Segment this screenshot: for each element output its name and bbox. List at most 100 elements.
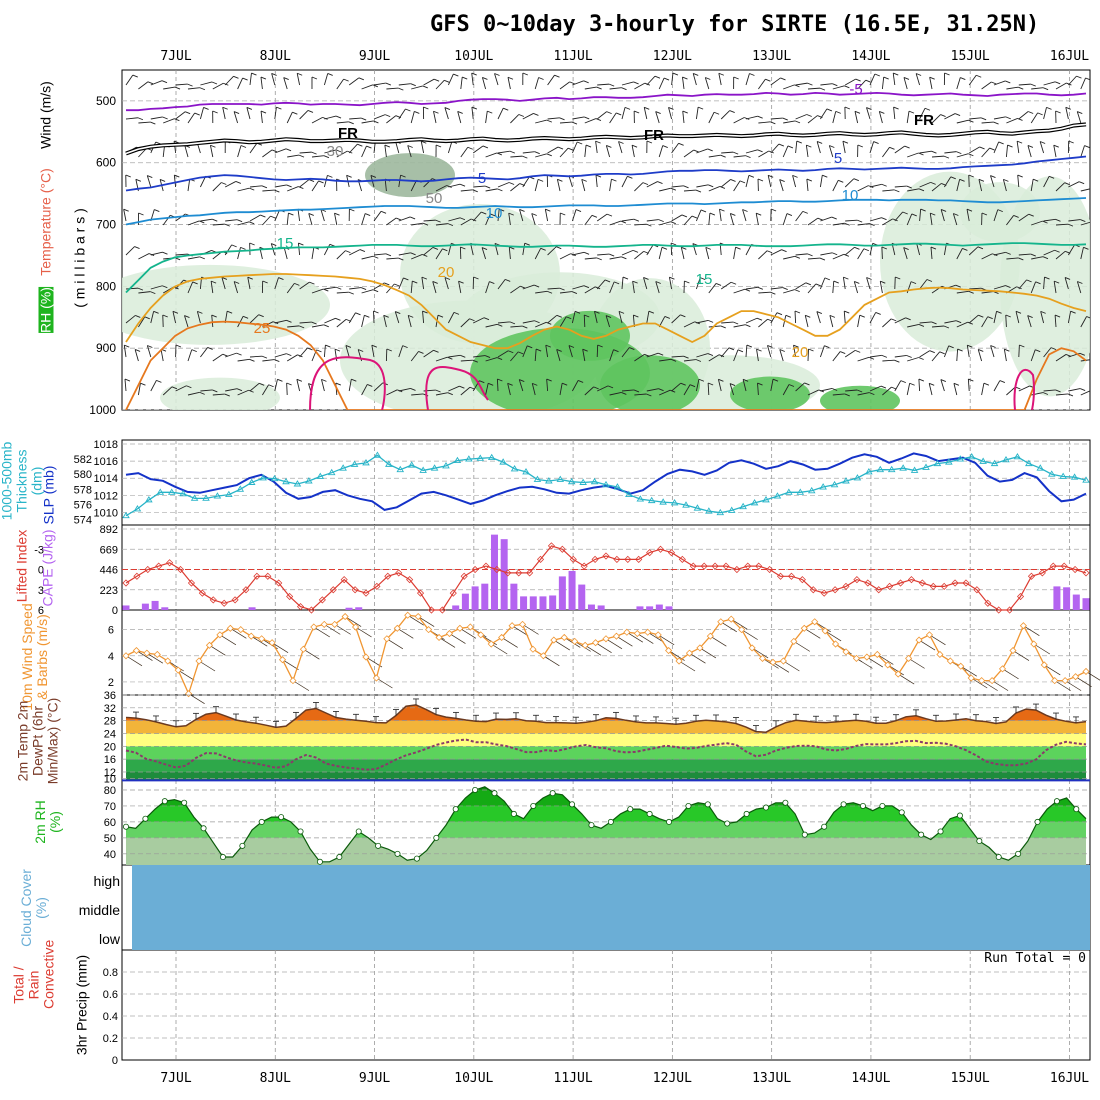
wind-barb	[212, 393, 225, 396]
wind-speed-point	[748, 644, 756, 652]
wind-barb-flag	[819, 257, 826, 261]
wind-barb-flag	[768, 174, 774, 178]
wind-barb-flag	[370, 174, 377, 178]
wind-barb-flag	[960, 77, 966, 80]
dewpoint-line	[125, 738, 1087, 771]
wind-barb-flag	[742, 378, 749, 382]
wind-barb	[211, 315, 214, 328]
wind-barb-flag	[730, 213, 736, 216]
wind-barb-flag	[670, 221, 676, 225]
wind-barb	[993, 116, 1006, 120]
wind-barb	[510, 285, 521, 294]
wind-barb-flag	[235, 181, 242, 184]
rh-point	[646, 810, 653, 817]
lifted-index-tick-label: 6	[38, 605, 44, 617]
wind-barb	[398, 252, 411, 256]
wind-barb	[671, 185, 684, 188]
wind-barb-flag	[522, 72, 528, 76]
wind-barb-flag	[402, 345, 408, 349]
wind-barb-flag	[335, 317, 341, 321]
wind-barb-flag	[577, 380, 584, 383]
wind-barb-flag	[940, 379, 947, 382]
thickness-tick-label: 578	[74, 484, 92, 496]
wind-barb-flag	[226, 310, 233, 314]
wind-barb-flag	[844, 310, 850, 314]
wind-barb	[720, 110, 731, 120]
lifted-index-point	[744, 562, 752, 570]
wind-barb-flag	[807, 82, 813, 86]
wind-barb	[299, 110, 309, 120]
wind-speed-point	[383, 635, 391, 643]
wind-barb-flag	[224, 223, 230, 227]
wind-barb-flag	[680, 314, 686, 318]
wind-speed-point	[362, 653, 370, 661]
thickness-point	[693, 504, 702, 511]
wind-barb	[881, 246, 883, 260]
wind-barb-flag	[844, 393, 850, 397]
wind-barb-flag	[365, 213, 371, 216]
lifted-index-point	[820, 589, 828, 597]
chart-title: GFS 0~10day 3-hourly for SIRTE (16.5E, 3…	[430, 12, 1040, 37]
wind-barb	[237, 358, 250, 362]
wind-barb-flag	[1017, 174, 1023, 178]
wind-barb-flag	[534, 151, 540, 155]
isotherm--5	[126, 91, 1087, 112]
wind-barb-flag	[700, 277, 706, 281]
thickness-tick-label: 580	[74, 469, 92, 481]
wind-barb	[990, 345, 995, 358]
wind-barb-flag	[373, 255, 379, 259]
rh-point	[685, 802, 692, 809]
wind-barb-flag	[1085, 77, 1090, 81]
wind-barb-flag	[358, 77, 364, 81]
wind-barb	[448, 217, 461, 222]
slp-tick-label: 1016	[94, 456, 118, 468]
wind-barb	[770, 379, 774, 392]
rh-shading-high	[820, 385, 900, 410]
thickness-point	[316, 472, 325, 479]
wind-barb-flag	[926, 279, 933, 282]
wind-barb-flag	[1040, 310, 1046, 314]
wind-barb-flag	[447, 356, 453, 360]
wind-barb-flag	[720, 154, 726, 158]
wind-barb-flag	[826, 108, 833, 112]
wind-barb-flag	[574, 310, 581, 314]
wind-barb	[597, 83, 610, 86]
wind-barb	[497, 108, 504, 120]
wind-barb-flag	[855, 78, 861, 82]
wind-barb-flag	[729, 110, 735, 113]
wind-speed-point	[258, 635, 266, 643]
wind-barb	[531, 383, 536, 396]
surface-wind-barb	[793, 641, 811, 652]
wind-barb	[594, 311, 598, 324]
wind-barb	[444, 107, 449, 120]
wind-barb	[720, 347, 730, 358]
rh-point	[956, 812, 963, 819]
thickness-point	[1002, 455, 1010, 463]
wind-barb-flag	[191, 349, 197, 353]
wind-barb-flag	[444, 277, 451, 280]
wind-barb-flag	[632, 249, 639, 253]
wind-barb	[1068, 75, 1077, 86]
wind-speed-point	[122, 652, 130, 660]
wind-barb	[1080, 145, 1085, 158]
wind-barb-flag	[662, 145, 668, 148]
wind-barb	[770, 143, 780, 154]
wind-barb	[233, 281, 239, 294]
lifted-index-point	[307, 606, 316, 614]
wind-barb	[485, 188, 498, 192]
wind-barb	[283, 77, 288, 90]
wind-barb-flag	[948, 345, 954, 349]
wind-barb-flag	[236, 352, 242, 356]
wind-barb	[410, 180, 417, 192]
wind-barb	[683, 359, 696, 362]
wind-barb-flag	[162, 116, 168, 120]
wind-speed-point	[278, 656, 287, 664]
wind-speed-point	[571, 637, 579, 645]
wind-barb	[1055, 393, 1068, 396]
wind-barb	[386, 389, 398, 396]
wind-barb	[373, 82, 386, 86]
wind-barb	[820, 388, 833, 392]
thickness-point	[362, 458, 370, 466]
wind-speed-point	[1072, 673, 1080, 681]
wind-barb-flag	[978, 314, 984, 318]
